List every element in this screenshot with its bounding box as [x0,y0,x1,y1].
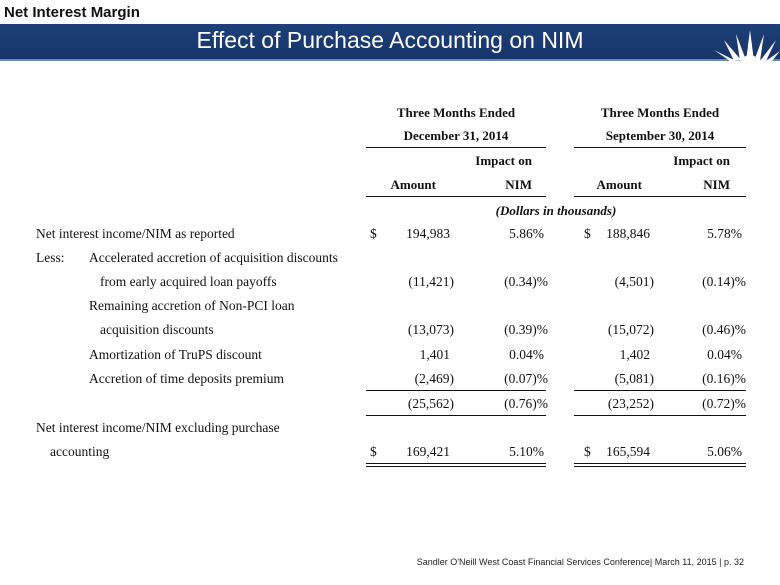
row-reported-nim2: 5.78% [707,226,742,241]
row-acq-discounts-nim2: (0.46)% [702,322,746,337]
row-less-label: Less: [36,250,65,265]
row-acq-discounts-label: acquisition discounts [100,322,214,337]
row-subtotal-nim2: (0.72)% [702,396,746,411]
total-double-rule-1b [366,466,546,467]
footer-text: Sandler O'Neill West Coast Financial Ser… [416,557,744,567]
title-banner: Effect of Purchase Accounting on NIM [0,24,780,61]
row-early-payoffs-nim2: (0.14)% [702,274,746,289]
period1-header-rule [366,147,546,148]
subheader-rule-1 [366,196,546,197]
row-acq-discounts-amt1: (13,073) [407,322,454,337]
impact-label-1b: NIM [505,177,532,192]
row-early-payoffs-label: from early acquired loan payoffs [100,274,277,289]
subheader-rule-2 [574,196,746,197]
row-early-payoffs-nim1: (0.34)% [504,274,548,289]
row-early-payoffs-amt2: (4,501) [614,274,654,289]
subtotal-bottom-rule-2 [574,415,746,416]
row-total-nim2: 5.06% [707,444,742,459]
row-acq-discounts-amt2: (15,072) [607,322,654,337]
row-time-deposits-nim2: (0.16)% [702,371,746,386]
units-note: (Dollars in thousands) [495,203,617,218]
period1-header-line1: Three Months Ended [396,105,516,120]
row-subtotal-amt2: (23,252) [607,396,654,411]
row-total-dollar2: $ [584,444,591,459]
row-subtotal-amt1: (25,562) [407,396,454,411]
total-double-rule-1a [366,463,546,464]
impact-label-2a: Impact on [673,153,730,168]
row-total-label: accounting [50,444,110,459]
row-reported-amt1: 194,983 [406,226,450,241]
row-total-amt2: 165,594 [606,444,650,459]
row-trups-label: Amortization of TruPS discount [89,347,262,362]
subtotal-rule-2 [574,390,746,391]
row-total-nim1: 5.10% [509,444,544,459]
total-double-rule-2a [574,463,746,464]
row-time-deposits-amt1: (2,469) [414,371,454,386]
row-time-deposits-amt2: (5,081) [614,371,654,386]
total-double-rule-2b [574,466,746,467]
row-non-pci-label: Remaining accretion of Non-PCI loan [89,298,295,313]
sunburst-logo-icon [714,30,780,61]
amount-label-2: Amount [596,177,642,192]
period2-header-rule [574,147,746,148]
row-reported-dollar1: $ [370,226,377,241]
row-less-label2: Accelerated accretion of acquisition dis… [89,250,338,265]
impact-label-1a: Impact on [475,153,532,168]
row-acq-discounts-nim1: (0.39)% [504,322,548,337]
row-subtotal-nim1: (0.76)% [504,396,548,411]
period2-header-line2: September 30, 2014 [605,128,715,143]
row-reported-nim1: 5.86% [509,226,544,241]
row-time-deposits-nim1: (0.07)% [504,371,548,386]
period2-header-line1: Three Months Ended [600,105,720,120]
impact-label-2b: NIM [703,177,730,192]
amount-label-1: Amount [390,177,436,192]
row-time-deposits-label: Accretion of time deposits premium [89,371,284,386]
row-trups-amt1: 1,401 [419,347,450,362]
row-excluding-label: Net interest income/NIM excluding purcha… [36,420,280,435]
subtotal-bottom-rule-1 [366,415,546,416]
row-total-dollar1: $ [370,444,377,459]
row-trups-amt2: 1,402 [619,347,650,362]
row-trups-nim1: 0.04% [509,347,544,362]
row-reported-label: Net interest income/NIM as reported [36,226,235,241]
row-reported-amt2: 188,846 [606,226,650,241]
subtotal-rule-1 [366,390,546,391]
slide-title: Effect of Purchase Accounting on NIM [196,27,584,53]
row-trups-nim2: 0.04% [707,347,742,362]
period1-header-line2: December 31, 2014 [403,128,509,143]
section-title: Net Interest Margin [4,4,140,21]
row-early-payoffs-amt1: (11,421) [408,274,454,289]
row-total-amt1: 169,421 [406,444,450,459]
row-reported-dollar2: $ [584,226,591,241]
